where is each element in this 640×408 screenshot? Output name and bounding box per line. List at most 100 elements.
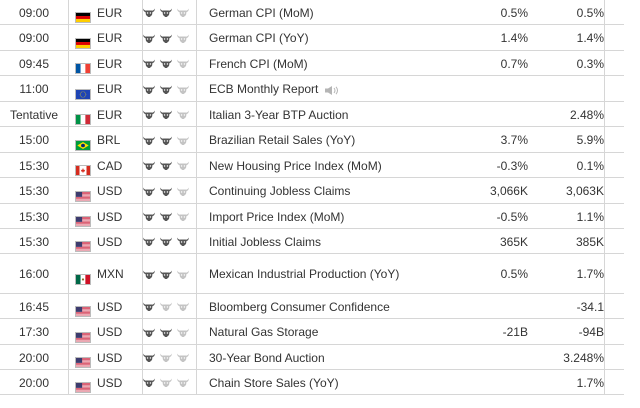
forecast-value: -34.1: [576, 299, 604, 314]
bull-icon: [159, 301, 173, 312]
country-flag-icon: [75, 241, 91, 252]
column-divider: [604, 178, 605, 203]
event-name-label[interactable]: Chain Store Sales (YoY): [209, 375, 339, 390]
event-name[interactable]: New Housing Price Index (MoM): [209, 153, 414, 178]
event-name-label[interactable]: Brazilian Retail Sales (YoY): [209, 133, 356, 147]
bull-icon: [159, 33, 173, 44]
event-name[interactable]: 30-Year Bond Auction: [209, 345, 414, 370]
event-name-label[interactable]: 30-Year Bond Auction: [209, 350, 325, 365]
country-flag-icon: [75, 357, 91, 368]
column-divider: [196, 178, 197, 203]
table-row[interactable]: 09:45 EUR French CPI (MoM) 0.7% 0.3%: [0, 51, 624, 76]
column-divider: [196, 229, 197, 253]
event-name[interactable]: German CPI (YoY): [209, 25, 414, 51]
table-row[interactable]: 15:30 USD Continuing Jobless Claims 3,066K 3…: [0, 178, 624, 204]
actual-value: [430, 294, 528, 319]
actual-value: -0.3%: [496, 158, 528, 173]
actual-value: [430, 102, 528, 127]
event-name-label[interactable]: New Housing Price Index (MoM): [209, 158, 382, 173]
bull-icon: [142, 211, 156, 222]
table-row[interactable]: 20:00 USD 30-Year Bond Auction 3.248%: [0, 345, 624, 370]
event-name-label[interactable]: Italian 3-Year BTP Auction: [209, 107, 349, 122]
event-time: 11:00: [19, 82, 49, 96]
column-divider: [196, 319, 197, 344]
table-row[interactable]: 16:45 USD Bloomberg Consumer Confidence -34…: [0, 294, 624, 319]
table-row[interactable]: 09:00 EUR German CPI (YoY) 1.4% 1.4%: [0, 25, 624, 51]
event-name[interactable]: ECB Monthly Report: [209, 76, 414, 102]
forecast-value: 1.1%: [576, 209, 604, 224]
event-name-label[interactable]: Mexican Industrial Production (YoY): [209, 267, 400, 281]
column-divider: [604, 153, 605, 177]
forecast-value: 1.7%: [576, 375, 604, 390]
importance-rating: [142, 0, 196, 25]
event-name[interactable]: Continuing Jobless Claims: [209, 178, 414, 204]
bull-icon: [176, 236, 190, 247]
bull-icon: [159, 327, 173, 338]
event-name[interactable]: Import Price Index (MoM): [209, 204, 414, 229]
column-divider: [196, 204, 197, 228]
importance-rating: [142, 204, 196, 229]
table-row[interactable]: Tentative EUR Italian 3-Year BTP Auction 2.…: [0, 102, 624, 127]
bull-icon: [176, 377, 190, 388]
actual-value: -0.5%: [496, 209, 528, 224]
column-divider: [68, 127, 69, 152]
importance-rating: [142, 51, 196, 76]
country-flag-icon: [75, 216, 91, 227]
event-name[interactable]: Initial Jobless Claims: [209, 229, 414, 254]
column-divider: [604, 51, 605, 75]
event-name[interactable]: Natural Gas Storage: [209, 319, 414, 345]
column-divider: [142, 102, 143, 126]
table-row[interactable]: 09:00 EUR German CPI (MoM) 0.5% 0.5%: [0, 0, 624, 25]
bull-icon: [176, 352, 190, 363]
importance-rating: [142, 294, 196, 319]
forecast-value: 0.1%: [576, 158, 604, 173]
event-name[interactable]: Chain Store Sales (YoY): [209, 370, 414, 395]
event-name-label[interactable]: Natural Gas Storage: [209, 325, 319, 339]
table-row[interactable]: 16:00 MXN Mexican Industrial Production (Y…: [0, 254, 624, 294]
event-name-label[interactable]: German CPI (MoM): [209, 5, 314, 20]
event-name[interactable]: Italian 3-Year BTP Auction: [209, 102, 414, 127]
table-row[interactable]: 15:00 BRL Brazilian Retail Sales (YoY) 3.7%…: [0, 127, 624, 153]
event-name-label[interactable]: Initial Jobless Claims: [209, 234, 322, 249]
bull-icon: [142, 160, 156, 171]
event-time: 16:00: [18, 267, 50, 281]
forecast-value: 1.7%: [576, 267, 604, 281]
table-row[interactable]: 20:00 USD Chain Store Sales (YoY) 1.7%: [0, 370, 624, 395]
event-name-label[interactable]: Continuing Jobless Claims: [209, 184, 351, 198]
column-divider: [604, 0, 605, 24]
event-name-label[interactable]: Bloomberg Consumer Confidence: [209, 299, 390, 314]
country-flag-icon: [75, 382, 91, 393]
event-name[interactable]: Brazilian Retail Sales (YoY): [209, 127, 414, 153]
column-divider: [196, 294, 197, 318]
event-name-label[interactable]: Import Price Index (MoM): [209, 209, 345, 224]
event-name[interactable]: Bloomberg Consumer Confidence: [209, 294, 414, 319]
bull-icon: [142, 7, 156, 18]
table-row[interactable]: 17:30 USD Natural Gas Storage -21B -94B: [0, 319, 624, 345]
column-divider: [142, 204, 143, 228]
event-name-label[interactable]: German CPI (YoY): [209, 31, 309, 45]
event-name[interactable]: Mexican Industrial Production (YoY): [209, 254, 414, 294]
table-row[interactable]: 15:30 USD Initial Jobless Claims 365K 385K: [0, 229, 624, 254]
table-row[interactable]: 11:00 EUR ECB Monthly Report: [0, 76, 624, 102]
column-divider: [68, 76, 69, 101]
event-time: 15:30: [18, 234, 50, 249]
actual-value: 0.5%: [500, 5, 528, 20]
event-name-label[interactable]: ECB Monthly Report: [209, 82, 319, 96]
table-row[interactable]: 15:30 USD Import Price Index (MoM) -0.5% 1.1…: [0, 204, 624, 229]
column-divider: [142, 229, 143, 253]
actual-value: 3,066K: [489, 184, 528, 198]
event-time: 09:00: [18, 31, 50, 45]
forecast-value: 3,063K: [565, 184, 604, 198]
table-row[interactable]: 15:30 CAD New Housing Price Index (MoM) -0.…: [0, 153, 624, 178]
bull-icon: [176, 269, 190, 280]
column-divider: [142, 370, 143, 394]
importance-rating: [142, 178, 196, 204]
event-name[interactable]: French CPI (MoM): [209, 51, 414, 76]
event-name-label[interactable]: French CPI (MoM): [209, 56, 308, 71]
event-name[interactable]: German CPI (MoM): [209, 0, 414, 25]
importance-rating: [142, 254, 196, 294]
bull-icon: [176, 160, 190, 171]
event-time: 16:45: [18, 299, 50, 314]
actual-value: [430, 345, 528, 370]
country-flag-icon: [75, 114, 91, 125]
